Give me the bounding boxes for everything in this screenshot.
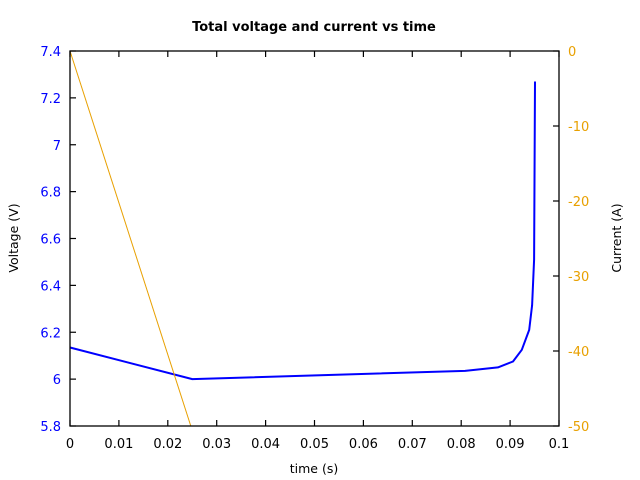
x-tick-label: 0.02 [153, 437, 182, 452]
x-tick-label: 0.03 [202, 437, 231, 452]
y-tick-label: 5.8 [40, 420, 61, 435]
y-tick-label: 6.8 [40, 186, 61, 201]
x-tick-label: 0 [66, 437, 74, 452]
y-tick-label: 7 [53, 139, 61, 154]
y-tick-label: 6.2 [40, 326, 61, 341]
y-tick-label: 7.2 [40, 92, 61, 107]
y2-tick-label: -30 [568, 270, 589, 285]
x-tick-label: 0.07 [398, 437, 427, 452]
x-axis-label: time (s) [290, 461, 338, 476]
y-tick-label: 6.4 [40, 279, 61, 294]
plot-frame [69, 50, 560, 427]
voltage-line [69, 81, 536, 381]
y-tick-label: 7.4 [40, 45, 61, 60]
y2-tick-label: -50 [568, 420, 589, 435]
y2-tick-label: 0 [568, 45, 576, 60]
x-tick-label: 0.09 [496, 437, 525, 452]
y2-axis-label: Current (A) [609, 203, 624, 272]
y-tick-label: 6.6 [40, 233, 61, 248]
x-tick-label: 0.06 [349, 437, 378, 452]
x-tick-label: 0.01 [104, 437, 133, 452]
y-axis-ticks: 7.4 7.2 7 6.8 6.6 6.4 6.2 6 5.8 [40, 45, 76, 435]
current-line [69, 50, 192, 427]
x-tick-label: 0.1 [549, 437, 570, 452]
y2-tick-label: -20 [568, 195, 589, 210]
x-tick-label: 0.05 [300, 437, 329, 452]
chart-title: Total voltage and current vs time [192, 20, 436, 35]
x-tick-label: 0.08 [447, 437, 476, 452]
y2-tick-label: -10 [568, 120, 589, 135]
x-axis-ticks: 0 0.01 0.02 0.03 0.04 0.05 0.06 0.07 0.08 0.09 0.1 [66, 51, 569, 452]
y2-axis-ticks: 0 -10 -20 -30 -40 -50 [553, 45, 589, 435]
y2-tick-label: -40 [568, 345, 589, 360]
y-axis-label: Voltage (V) [6, 203, 21, 272]
plot-series [69, 50, 536, 427]
x-tick-label: 0.04 [251, 437, 280, 452]
y-tick-label: 6 [53, 373, 61, 388]
